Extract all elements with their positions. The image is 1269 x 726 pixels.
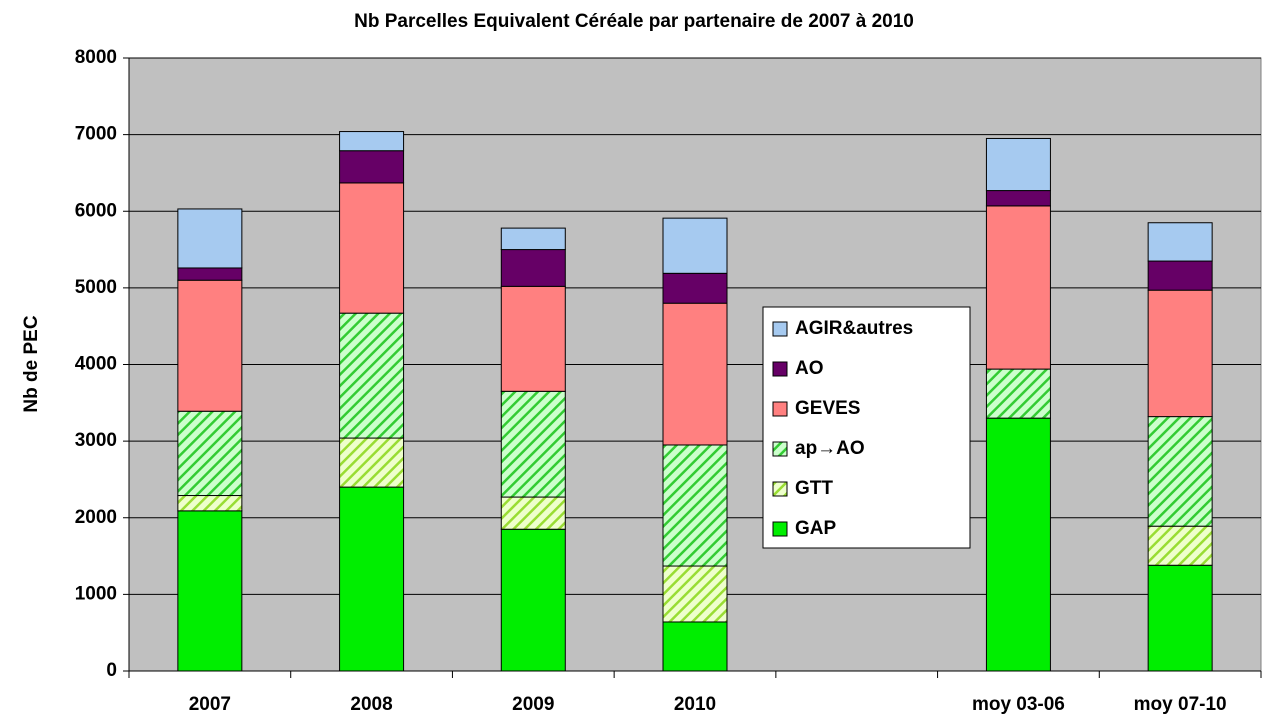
x-tick-label: 2008	[350, 694, 392, 715]
legend-label: GTT	[795, 478, 833, 499]
bar-segment	[662, 444, 728, 567]
legend-label: AO	[795, 358, 824, 379]
legend-swatch	[772, 321, 788, 337]
bar-segment	[985, 368, 1051, 419]
bar-segment	[339, 182, 405, 314]
bar-segment	[500, 496, 566, 530]
chart-title: Nb Parcelles Equivalent Céréale par part…	[354, 11, 914, 32]
y-tick-label: 6000	[75, 200, 117, 221]
bar-segment	[1147, 289, 1213, 418]
legend-swatch	[772, 401, 788, 417]
y-tick-label: 7000	[75, 124, 117, 145]
bar-segment	[177, 495, 243, 512]
legend-swatch	[772, 441, 788, 457]
bar-segment	[1147, 222, 1213, 262]
legend-swatch	[772, 521, 788, 537]
bar-segment	[662, 565, 728, 623]
bar-segment	[339, 437, 405, 488]
y-tick-label: 4000	[75, 354, 117, 375]
bar-segment	[662, 272, 728, 304]
x-tick-label: 2010	[674, 694, 716, 715]
bar-segment	[500, 528, 566, 672]
legend-label: AGIR&autres	[795, 318, 913, 339]
bar-segment	[500, 249, 566, 287]
bar-segment	[1147, 564, 1213, 672]
bar-segment	[662, 621, 728, 672]
y-tick-label: 2000	[75, 507, 117, 528]
bar-segment	[500, 390, 566, 498]
bar-segment	[985, 137, 1051, 192]
bar-segment	[339, 131, 405, 152]
bar-segment	[985, 190, 1051, 207]
bar-segment	[177, 208, 243, 269]
legend-label: GAP	[795, 518, 837, 539]
y-tick-label: 3000	[75, 430, 117, 451]
legend-swatch	[772, 361, 788, 377]
bar-segment	[339, 312, 405, 439]
bar-segment	[177, 510, 243, 672]
x-tick-label: moy 07-10	[1134, 694, 1227, 715]
y-tick-label: 0	[106, 660, 117, 681]
bar-segment	[1147, 416, 1213, 527]
bar-segment	[985, 205, 1051, 370]
bar-segment	[1147, 525, 1213, 566]
y-axis-label: Nb de PEC	[21, 315, 42, 412]
bar-segment	[500, 285, 566, 392]
legend-label: GEVES	[795, 398, 860, 419]
bar-segment	[177, 279, 243, 412]
bar-segment	[339, 150, 405, 184]
x-tick-label: 2007	[189, 694, 231, 715]
bar-segment	[500, 227, 566, 251]
bar-segment	[662, 302, 728, 446]
y-tick-label: 8000	[75, 47, 117, 68]
bar-segment	[985, 417, 1051, 672]
y-tick-label: 5000	[75, 277, 117, 298]
y-tick-label: 1000	[75, 583, 117, 604]
bar-segment	[177, 410, 243, 497]
x-tick-label: 2009	[512, 694, 554, 715]
legend-swatch	[772, 481, 788, 497]
legend-box	[762, 306, 971, 549]
bar-segment	[1147, 260, 1213, 291]
x-tick-label: moy 03-06	[972, 694, 1065, 715]
bar-segment	[662, 217, 728, 274]
legend-label: ap→AO	[795, 438, 865, 459]
bar-segment	[339, 486, 405, 672]
bar-segment	[177, 267, 243, 281]
